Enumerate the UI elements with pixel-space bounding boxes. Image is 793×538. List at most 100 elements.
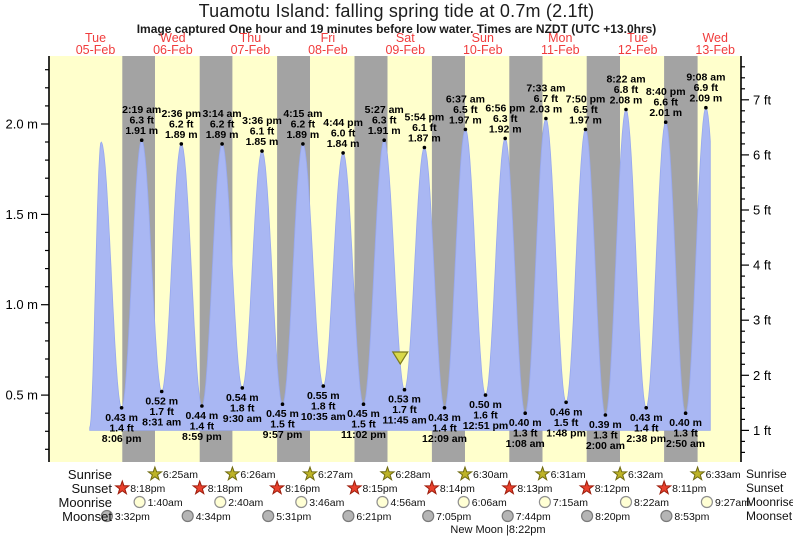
low-tide-annotation: 0.53 m 1.7 ft 11:45 am [382,394,426,427]
high-tide-annotation: 5:54 pm 6.1 ft 1.87 m [405,112,445,145]
moonrise-time: 9:27am [715,497,750,509]
sunrise-star-icon [689,465,706,481]
sunset-time: 8:18pm [130,483,165,495]
sunset-star-icon [423,479,440,495]
moonset-row-label-right: Moonset [746,509,793,523]
moonrise-row-label-right: Moonrise [746,495,793,509]
sunset-row-label-left: Sunset [71,481,112,496]
high-tide-annotation: 2:36 pm 6.2 ft 1.89 m [161,108,201,141]
high-tide-dot [139,138,144,142]
high-tide-annotation: 6:37 am 6.5 ft 1.97 m [446,93,485,126]
moonrise-circle-icon [214,495,227,509]
day-label: Mon [548,31,572,45]
moonrise-circle-icon [538,495,552,509]
sunrise-time: 6:31am [551,469,586,481]
sunset-row-label-right: Sunset [746,481,784,495]
low-tide-dot [280,402,285,407]
moonset-circle-icon [501,509,514,523]
day-label: Tue [85,31,106,45]
low-tide-annotation: 0.43 m 1.4 ft 2:38 pm [626,412,666,445]
low-tide-annotation: 0.46 m 1.5 ft 1:48 pm [546,406,586,439]
high-tide-dot [301,142,305,146]
day-date-label: 08-Feb [308,43,348,57]
sunrise-time: 6:30am [473,469,508,481]
sunrise-row-label-right: Sunrise [746,467,787,481]
sunrise-time: 6:33am [706,469,741,481]
moonset-time: 7:05pm [436,511,471,523]
sunset-time: 8:13pm [517,483,552,495]
chart-title: Tuamotu Island: falling spring tide at 0… [198,1,595,21]
sunrise-row-label-left: Sunrise [67,467,112,482]
low-tide-dot [564,400,568,405]
low-tide-annotation: 0.43 m 1.4 ft 8:06 pm [102,412,142,445]
moonrise-time: 1:40am [148,497,183,509]
sunset-time: 8:16pm [285,483,320,495]
day-label: Wed [160,31,186,45]
day-date-label: 11-Feb [541,43,580,57]
high-tide-dot [463,127,468,132]
low-tide-dot [442,406,447,410]
moonrise-circle-icon [376,495,389,509]
moonset-circle-icon [422,509,435,523]
moonset-time: 3:32pm [115,511,150,523]
sunset-time: 8:14pm [440,483,475,495]
right-axis-label: 2 ft [753,368,771,383]
sunrise-star-icon [611,465,629,481]
high-tide-annotation: 3:36 pm 6.1 ft 1.85 m [242,115,282,148]
low-tide-dot [644,406,648,410]
high-tide-annotation: 3:14 am 6.2 ft 1.89 m [203,108,242,141]
sunset-time: 8:15pm [362,483,397,495]
high-tide-dot [422,145,427,150]
moonset-time: 6:21pm [356,511,391,523]
day-label: Sat [396,31,415,45]
high-tide-annotation: 9:08 am 6.9 ft 2.09 m [686,72,725,105]
moonrise-time: 4:56am [391,497,426,509]
high-tide-annotation: 8:40 pm 6.6 ft 2.01 m [646,86,686,119]
right-axis-label: 1 ft [753,423,771,438]
high-tide-dot [583,127,588,132]
sunset-star-icon [191,479,208,495]
low-tide-dot [483,393,488,397]
high-tide-dot [503,136,508,141]
high-tide-dot [663,120,668,124]
sunset-time: 8:11pm [672,483,706,495]
day-label: Fri [321,31,336,45]
low-tide-dot [200,404,204,408]
low-tide-annotation: 0.40 m 1.3 ft 1:08 am [506,417,545,450]
day-date-label: 13-Feb [695,43,735,57]
moonset-circle-icon [181,509,194,523]
moonrise-time: 7:15am [553,497,588,509]
low-tide-dot [523,411,527,416]
low-tide-annotation: 0.52 m 1.7 ft 8:31 am [142,396,181,429]
sunset-star-icon [501,479,518,495]
sunrise-time: 6:27am [318,469,353,481]
moonset-circle-icon [580,509,594,523]
high-tide-annotation: 2:19 am 6.3 ft 1.91 m [122,104,161,137]
moonrise-row-label-left: Moonrise [58,495,112,510]
high-tide-dot [341,151,345,155]
low-tide-annotation: 0.39 m 1.3 ft 2:00 am [586,419,625,452]
moonrise-circle-icon [133,495,146,509]
sunrise-time: 6:32am [628,469,663,481]
moonset-time: 7:44pm [516,511,551,523]
moonrise-time: 2:40am [228,497,263,509]
low-tide-annotation: 0.44 m 1.4 ft 8:59 pm [182,410,222,443]
right-axis-label: 5 ft [753,203,771,218]
sunset-star-icon [346,479,363,495]
moonrise-circle-icon [700,495,714,509]
high-tide-annotation: 8:22 am 6.8 ft 2.08 m [606,74,645,107]
day-date-label: 12-Feb [618,43,658,57]
high-tide-dot [179,142,184,146]
moonset-circle-icon [100,509,114,523]
low-tide-annotation: 0.54 m 1.8 ft 9:30 am [223,392,262,425]
high-tide-annotation: 7:50 pm 6.5 ft 1.97 m [566,93,606,126]
right-axis-label: 3 ft [753,313,771,328]
day-label: Tue [627,31,648,45]
high-tide-dot [624,107,628,112]
low-tide-annotation: 0.45 m 1.5 ft 11:02 pm [341,408,386,441]
sunrise-time: 6:26am [240,469,275,481]
moonset-time: 8:53pm [674,511,709,523]
sunset-time: 8:18pm [208,483,243,495]
